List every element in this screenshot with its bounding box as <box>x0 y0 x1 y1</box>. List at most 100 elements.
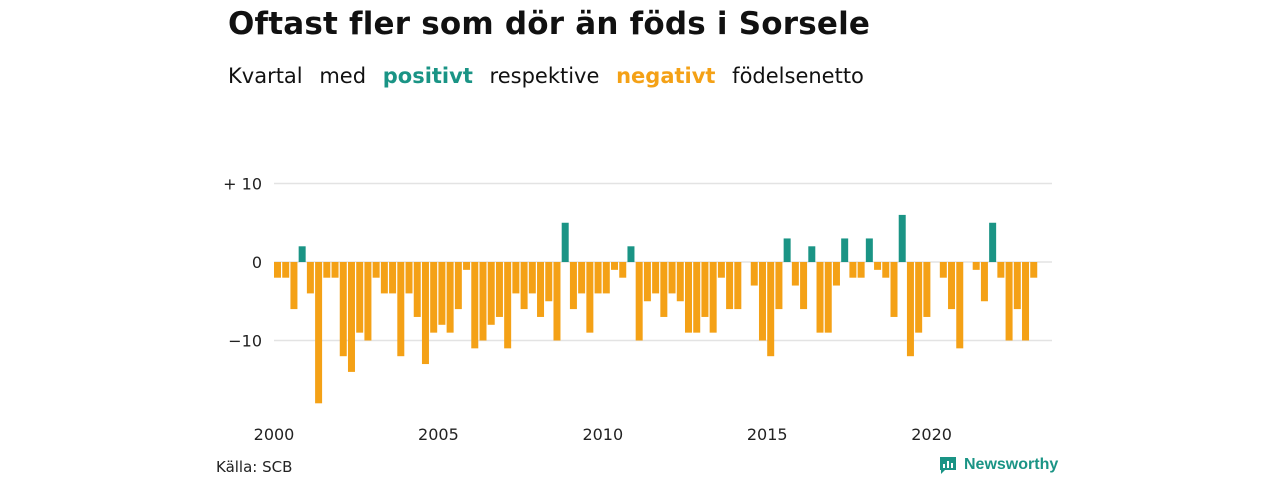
bar <box>347 262 355 372</box>
subtitle-word: med <box>319 64 367 88</box>
bar <box>1030 262 1038 278</box>
bar <box>364 262 372 341</box>
bar <box>890 262 898 317</box>
bar <box>315 262 323 404</box>
bar <box>767 262 775 357</box>
bar <box>1022 262 1030 341</box>
newsworthy-logo-icon <box>940 457 956 474</box>
bar <box>980 262 988 302</box>
bar <box>627 246 635 262</box>
source-note: Källa: SCB <box>216 458 293 476</box>
bar <box>569 262 577 310</box>
bar <box>578 262 586 294</box>
bar <box>528 262 536 294</box>
bar <box>339 262 347 357</box>
legend-negative: negativt <box>616 64 716 88</box>
bar <box>421 262 429 365</box>
bar <box>405 262 413 294</box>
bar <box>495 262 503 317</box>
bar <box>956 262 964 349</box>
bar <box>791 262 799 286</box>
bar <box>290 262 298 310</box>
bar <box>783 238 791 262</box>
bar <box>923 262 931 317</box>
bar <box>750 262 758 286</box>
bar <box>668 262 676 294</box>
bar <box>282 262 290 278</box>
x-tick-label: 2020 <box>911 425 952 444</box>
bar <box>660 262 668 317</box>
bar <box>545 262 553 302</box>
bar <box>602 262 610 294</box>
bar <box>553 262 561 341</box>
bar-chart: + 10 0 −10 2000 2005 2010 2015 2020 <box>223 175 1052 444</box>
bar <box>1013 262 1021 310</box>
bar <box>734 262 742 310</box>
bar <box>454 262 462 310</box>
legend-positive: positivt <box>382 64 473 88</box>
bar <box>298 246 306 262</box>
y-tick-label: −10 <box>228 332 262 351</box>
bar <box>413 262 421 317</box>
bar <box>594 262 602 294</box>
bar <box>643 262 651 302</box>
bar <box>471 262 479 349</box>
bar <box>775 262 783 310</box>
brand-logo: Newsworthy <box>938 455 1058 475</box>
bar <box>389 262 397 294</box>
bar <box>693 262 701 333</box>
bar <box>306 262 314 294</box>
subtitle-word: respektive <box>489 64 600 88</box>
bar <box>356 262 364 333</box>
bar <box>372 262 380 278</box>
bar <box>561 222 569 262</box>
chart-subtitle: Kvartal med positivt respektive negativt… <box>228 64 874 88</box>
bar <box>758 262 766 341</box>
subtitle-word: födelsenetto <box>732 64 864 88</box>
bar <box>446 262 454 333</box>
y-tick-label: 0 <box>252 253 262 272</box>
bar <box>816 262 824 333</box>
y-tick-label: + 10 <box>223 175 262 194</box>
x-tick-label: 2015 <box>747 425 788 444</box>
bar <box>652 262 660 294</box>
bar <box>857 262 865 278</box>
bar <box>537 262 545 317</box>
x-tick-label: 2010 <box>582 425 623 444</box>
brand-name: Newsworthy <box>964 456 1059 473</box>
bar <box>504 262 512 349</box>
bar <box>1005 262 1013 341</box>
bar <box>874 262 882 270</box>
bar <box>808 246 816 262</box>
bar <box>676 262 684 302</box>
bar <box>915 262 923 333</box>
bar <box>685 262 692 333</box>
bar <box>520 262 528 310</box>
bar <box>487 262 495 325</box>
bar <box>438 262 446 325</box>
bar <box>512 262 520 294</box>
bar <box>882 262 890 278</box>
bar <box>972 262 980 270</box>
bar <box>800 262 808 310</box>
subtitle-word: Kvartal <box>228 64 303 88</box>
bar <box>906 262 914 357</box>
bar <box>331 262 339 278</box>
bar <box>865 238 873 262</box>
bar <box>430 262 438 333</box>
x-tick-label: 2000 <box>254 425 295 444</box>
x-tick-label: 2005 <box>418 425 459 444</box>
chart-title: Oftast fler som dör än föds i Sorsele <box>228 6 871 42</box>
bar <box>463 262 471 270</box>
bar <box>479 262 487 341</box>
bar <box>989 222 997 262</box>
bar <box>832 262 840 286</box>
bar <box>841 238 849 262</box>
bar <box>717 262 725 278</box>
bar <box>709 262 717 333</box>
bar <box>611 262 619 270</box>
bar <box>898 214 906 262</box>
bar <box>323 262 331 278</box>
bar <box>380 262 388 294</box>
bar <box>619 262 627 278</box>
